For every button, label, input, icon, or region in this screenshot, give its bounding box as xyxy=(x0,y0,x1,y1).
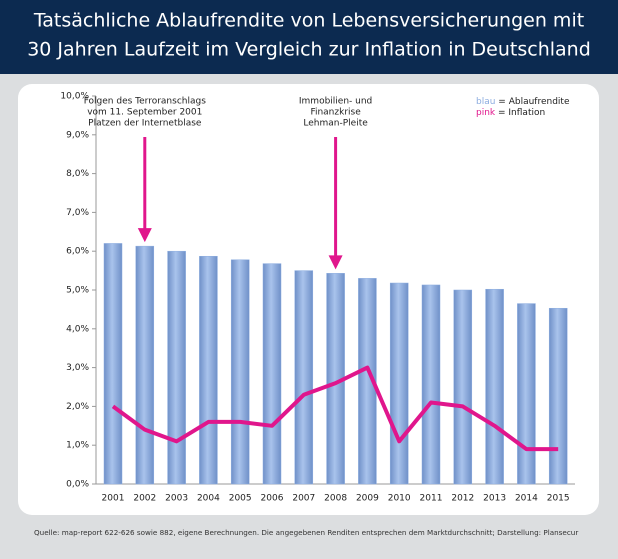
y-tick-label: 10,0% xyxy=(60,92,89,102)
bar xyxy=(548,307,568,485)
legend-separator: = xyxy=(495,108,508,118)
y-tick-label: 9,0% xyxy=(66,130,89,140)
annotation-arrowhead xyxy=(328,255,343,270)
y-tick-label: 0,0% xyxy=(66,480,89,490)
annotation: vom 11. September 2001 xyxy=(87,108,202,118)
y-tick-label: 1,0% xyxy=(66,441,89,451)
x-tick-label: 2003 xyxy=(165,494,188,504)
y-tick-label: 4,0% xyxy=(66,324,89,334)
bar xyxy=(135,245,155,485)
annotation-arrowhead xyxy=(137,228,152,243)
line xyxy=(111,365,559,452)
bar xyxy=(262,263,282,485)
legend-color-word: pink xyxy=(476,108,496,118)
legend-color-word: blau xyxy=(476,97,495,107)
y-tick-label: 8,0% xyxy=(66,169,89,179)
annotation: Folgen des Terroranschlags xyxy=(84,97,207,107)
y-tick-label: 7,0% xyxy=(66,208,89,218)
header xyxy=(0,0,618,74)
x-tick-label: 2015 xyxy=(547,494,570,504)
legend-name: Inflation xyxy=(508,108,545,118)
y-tick-label: 5,0% xyxy=(66,286,89,296)
x-tick-label: 2006 xyxy=(261,494,284,504)
source: Quelle: map-report 622-626 sowie 882, ei… xyxy=(34,528,578,537)
y-tick-label: 3,0% xyxy=(66,363,89,373)
x-tick-label: 2009 xyxy=(356,494,379,504)
annotation: Immobilien- und xyxy=(299,97,372,107)
annotation: Finanzkrise xyxy=(310,108,361,118)
x-tick-label: 2005 xyxy=(229,494,252,504)
bar xyxy=(358,278,377,485)
x-tick-label: 2004 xyxy=(197,494,220,504)
bar xyxy=(389,282,409,485)
x-tick-label: 2007 xyxy=(292,494,315,504)
bar xyxy=(485,288,504,485)
annotation: Lehman-Pleite xyxy=(303,119,368,129)
x-tick-label: 2002 xyxy=(133,494,156,504)
bar xyxy=(167,250,186,485)
x-tick-label: 2010 xyxy=(388,494,411,504)
bar xyxy=(453,289,473,485)
x-tick-label: 2012 xyxy=(451,494,474,504)
bar xyxy=(199,255,218,485)
x-tick-label: 2001 xyxy=(102,494,125,504)
annotation: Platzen der Internetblase xyxy=(88,119,202,129)
legend-name: Ablaufrendite xyxy=(509,97,570,107)
y-tick-label: 2,0% xyxy=(66,402,89,412)
legend-entry: blau = Ablaufrendite xyxy=(476,97,570,107)
bar xyxy=(230,259,250,485)
legend-entry: pink = Inflation xyxy=(476,108,545,118)
chart-title: Tatsächliche Ablaufrendite von Lebensver… xyxy=(33,10,584,32)
bar xyxy=(421,284,441,485)
x-tick-label: 2008 xyxy=(324,494,347,504)
x-tick-label: 2013 xyxy=(483,494,506,504)
x-tick-label: 2011 xyxy=(420,494,443,504)
legend-separator: = xyxy=(495,97,508,107)
x-tick-label: 2014 xyxy=(515,494,538,504)
bar xyxy=(294,270,314,485)
bar xyxy=(517,303,536,485)
y-tick-label: 6,0% xyxy=(66,247,89,257)
chart-title: 30 Jahren Laufzeit im Vergleich zur Infl… xyxy=(27,39,591,61)
bar xyxy=(103,243,123,485)
